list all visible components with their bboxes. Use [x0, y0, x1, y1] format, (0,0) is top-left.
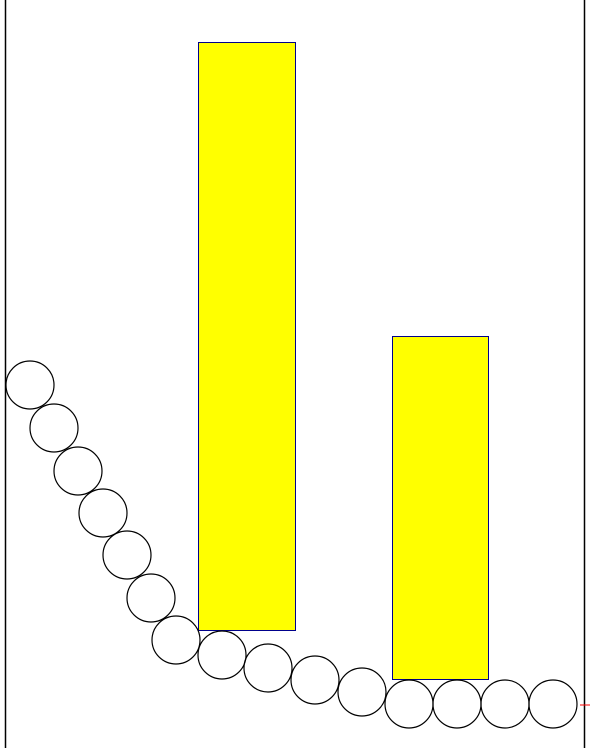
- chain-circle: [197, 630, 247, 680]
- chain-circle: [290, 655, 340, 705]
- chain-circle: [5, 360, 55, 410]
- chain-circle: [337, 667, 387, 717]
- chain-circle: [78, 488, 128, 538]
- chain-circle: [53, 446, 103, 496]
- chain-circle: [102, 530, 152, 580]
- bar-right: [392, 336, 489, 680]
- chain-circle: [243, 643, 293, 693]
- chain-circle: [151, 615, 201, 665]
- chain-circle: [126, 573, 176, 623]
- circle-chain: [5, 360, 578, 729]
- bar-left: [198, 42, 296, 631]
- chain-circle: [29, 403, 79, 453]
- chain-circle: [528, 679, 578, 729]
